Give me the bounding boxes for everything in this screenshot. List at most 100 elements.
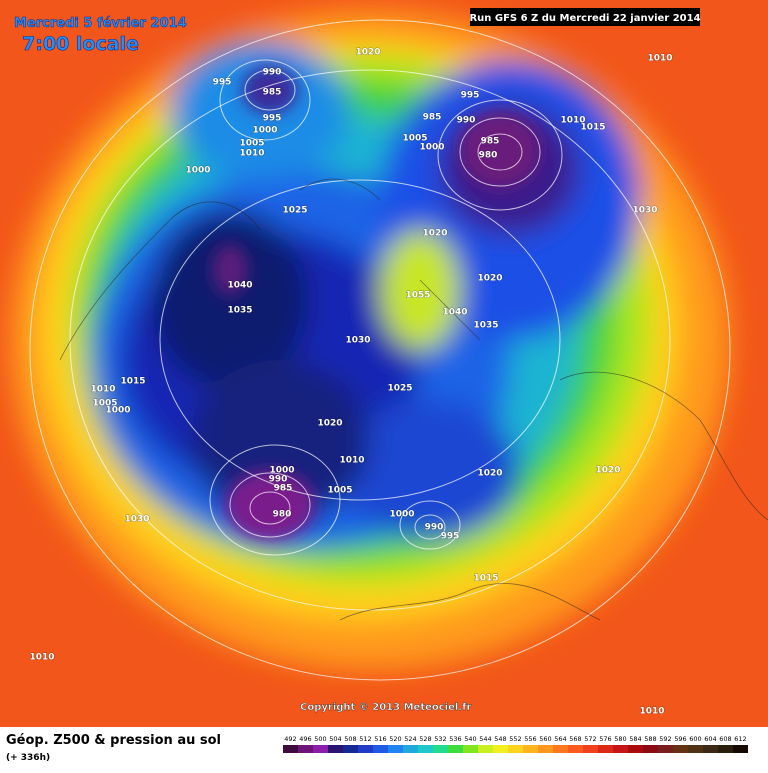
pressure-labels: 9959909859951000100510101000102010109959… — [29, 47, 673, 717]
pressure-label: 1025 — [387, 384, 412, 394]
scale-swatch — [703, 745, 718, 753]
scale-label: 552 — [509, 735, 521, 743]
scale-swatch — [403, 745, 418, 753]
scale-swatch — [493, 745, 508, 753]
pressure-label: 1020 — [595, 466, 620, 476]
copyright: Copyright © 2013 Meteociel.fr — [300, 702, 471, 713]
scale-swatch — [688, 745, 703, 753]
scale-swatch — [523, 745, 538, 753]
pressure-label: 1000 — [105, 406, 130, 416]
scale-label: 492 — [284, 735, 296, 743]
scale-swatch — [313, 745, 328, 753]
scale-label: 580 — [614, 735, 626, 743]
pressure-label: 1000 — [389, 510, 414, 520]
scale-swatch — [583, 745, 598, 753]
pressure-label: 990 — [269, 475, 288, 485]
pressure-label: 980 — [273, 510, 292, 520]
pressure-label: 990 — [425, 523, 444, 533]
scale-swatch — [658, 745, 673, 753]
scale-label: 596 — [674, 735, 686, 743]
scale-swatch — [418, 745, 433, 753]
pressure-label: 1005 — [327, 486, 352, 496]
isobars — [29, 19, 731, 681]
pressure-label: 1020 — [422, 229, 447, 239]
scale-swatch — [358, 745, 373, 753]
scale-label: 576 — [599, 735, 611, 743]
scale-label: 588 — [644, 735, 656, 743]
scale-swatch — [643, 745, 658, 753]
pressure-label: 980 — [479, 151, 498, 161]
scale-label: 556 — [524, 735, 536, 743]
scale-label: 508 — [344, 735, 356, 743]
pressure-label: 995 — [461, 91, 480, 101]
scale-swatch — [448, 745, 463, 753]
pressure-label: 1020 — [477, 469, 502, 479]
scale-label: 524 — [404, 735, 416, 743]
pressure-label: 1040 — [442, 308, 467, 318]
pressure-label: 1015 — [580, 123, 605, 133]
scale-label: 544 — [479, 735, 491, 743]
lead-time: (+ 336h) — [6, 753, 50, 763]
scale-label: 500 — [314, 735, 326, 743]
scale-label: 532 — [434, 735, 446, 743]
pressure-label: 1000 — [269, 466, 294, 476]
scale-swatch — [328, 745, 343, 753]
scale-label: 612 — [734, 735, 746, 743]
geopotential-field — [0, 0, 768, 727]
run-banner — [470, 8, 700, 26]
pressure-label: 995 — [263, 114, 282, 124]
scale-label: 496 — [299, 735, 311, 743]
pressure-label: 1010 — [90, 385, 115, 395]
pressure-label: 1030 — [124, 515, 149, 525]
scale-label: 548 — [494, 735, 506, 743]
scale-swatch — [388, 745, 403, 753]
scale-label: 512 — [359, 735, 371, 743]
time: 7:00 locale — [22, 33, 139, 55]
scale-label: 504 — [329, 735, 341, 743]
scale-swatch — [613, 745, 628, 753]
pressure-label: 1015 — [120, 377, 145, 387]
scale-label: 536 — [449, 735, 461, 743]
scale-swatch — [538, 745, 553, 753]
scale-label: 516 — [374, 735, 386, 743]
pressure-label: 1015 — [473, 574, 498, 584]
scale-swatch — [733, 745, 748, 753]
scale-swatch — [508, 745, 523, 753]
scale-label: 564 — [554, 735, 566, 743]
pressure-label: 1005 — [402, 134, 427, 144]
pressure-label: 995 — [213, 78, 232, 88]
coastlines — [59, 178, 768, 621]
pressure-label: 1005 — [239, 139, 264, 149]
pressure-label: 1000 — [419, 143, 444, 153]
pressure-label: 1035 — [227, 306, 252, 316]
scale-label: 584 — [629, 735, 641, 743]
scale-swatch — [478, 745, 493, 753]
scale-swatch — [283, 745, 298, 753]
scale-label: 572 — [584, 735, 596, 743]
scale-swatch — [568, 745, 583, 753]
scale-label: 608 — [719, 735, 731, 743]
scale-label: 560 — [539, 735, 551, 743]
scale-swatch — [718, 745, 733, 753]
pressure-label: 985 — [263, 88, 282, 98]
pressure-label: 1000 — [252, 126, 277, 136]
pressure-label: 1025 — [282, 206, 307, 216]
scale-label: 604 — [704, 735, 716, 743]
pressure-label: 1000 — [185, 166, 210, 176]
pressure-label: 985 — [481, 137, 500, 147]
pressure-label: 1010 — [639, 707, 664, 717]
scale-label: 592 — [659, 735, 671, 743]
scale-swatch — [673, 745, 688, 753]
pressure-label: 1010 — [560, 116, 585, 126]
scale-swatch — [553, 745, 568, 753]
date: Mercredi 5 février 2014 — [14, 16, 187, 31]
scale-label: 540 — [464, 735, 476, 743]
pressure-label: 1005 — [92, 399, 117, 409]
scale-swatch — [463, 745, 478, 753]
legend-title: Géop. Z500 & pression au sol — [6, 733, 221, 748]
scale-swatch — [433, 745, 448, 753]
pressure-label: 985 — [274, 484, 293, 494]
pressure-label: 1020 — [477, 274, 502, 284]
pressure-label: 1030 — [345, 336, 370, 346]
